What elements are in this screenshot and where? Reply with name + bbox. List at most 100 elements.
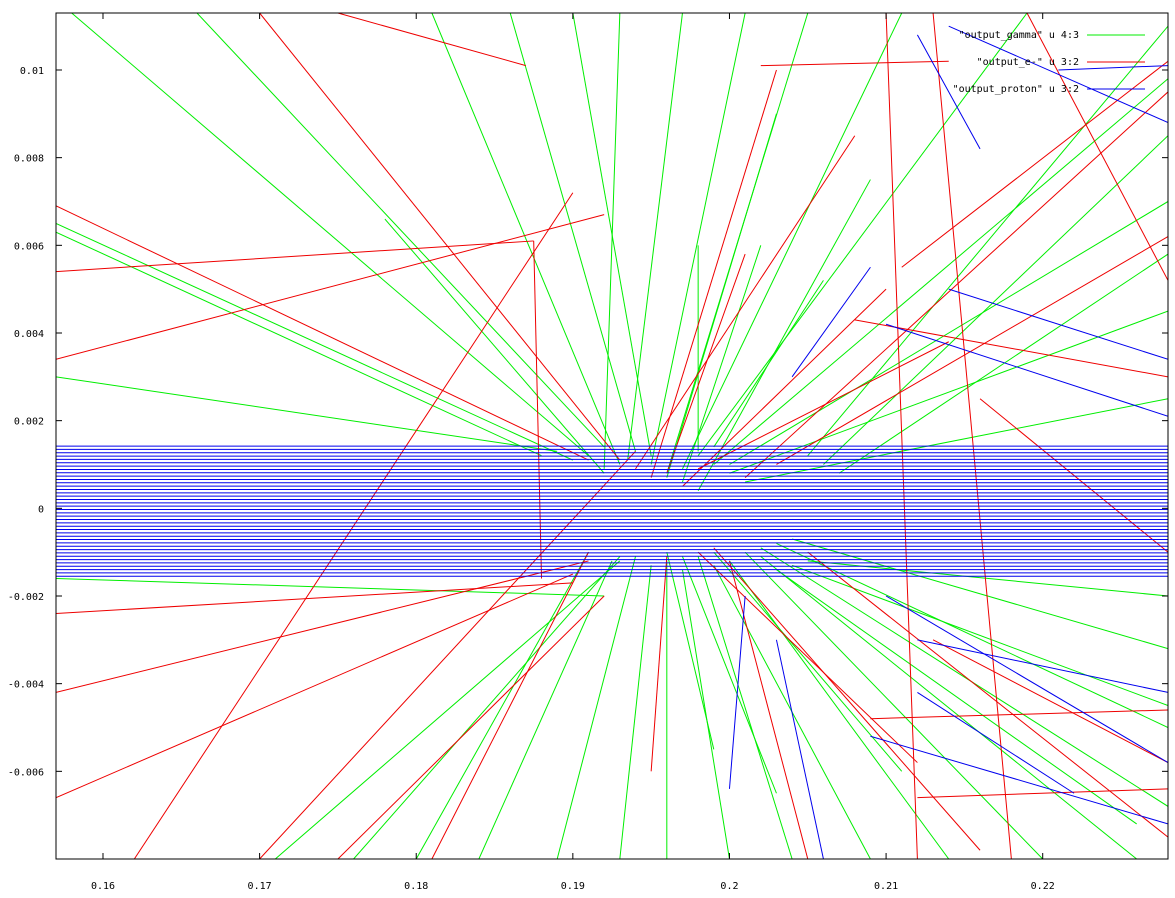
gamma-track [807, 560, 1168, 597]
proton-track [870, 735, 1168, 825]
gamma-track [760, 556, 1137, 859]
electron-track [728, 560, 809, 859]
y-axis: 0.01 0.008 0.006 0.004 0.002 0 -0.002 -0.004 -0.… [8, 66, 1168, 778]
proton-track [885, 323, 1168, 417]
electron-track [259, 13, 621, 461]
electron-track [56, 205, 589, 461]
electron-track [744, 91, 1168, 479]
proton-track [885, 595, 1168, 763]
gamma-track [56, 376, 558, 452]
gamma-track [56, 231, 542, 457]
electron-track [713, 547, 981, 851]
x-tick-label: 0.16 [91, 881, 115, 892]
series-output-proton [56, 25, 1168, 859]
gamma-track [666, 552, 715, 750]
gamma-track [603, 13, 621, 469]
legend-label: "output_gamma" u 4:3 [959, 30, 1079, 41]
gamma-track [353, 556, 621, 859]
gamma-track [196, 13, 605, 448]
proton-track [1058, 65, 1168, 71]
proton-track [775, 639, 824, 859]
gamma-track [744, 551, 1044, 859]
gamma-track [807, 25, 1168, 457]
electron-track [431, 551, 589, 859]
electron-track [932, 13, 1012, 859]
electron-track [932, 639, 1168, 764]
gamma-track [776, 542, 1168, 728]
plot-border [55, 12, 1169, 860]
y-tick-label: -0.006 [8, 767, 44, 778]
gamma-track [697, 179, 871, 492]
x-axis: 0.16 0.17 0.18 0.19 0.2 0.21 0.22 [91, 13, 1055, 892]
y-tick-label: 0.008 [14, 154, 44, 165]
x-tick-label: 0.22 [1031, 881, 1055, 892]
gamma-track [384, 218, 605, 474]
y-tick-label: 0.01 [20, 66, 44, 77]
x-tick-label: 0.21 [874, 881, 898, 892]
gamma-track [791, 538, 1168, 650]
gamma-track [713, 280, 824, 448]
proton-track [916, 34, 981, 150]
y-tick-label: 0.002 [14, 417, 44, 428]
electron-track [56, 240, 534, 273]
y-tick-label: -0.002 [8, 592, 44, 603]
gamma-track [713, 78, 1168, 465]
electron-track [650, 69, 777, 478]
y-tick-label: 0 [38, 504, 44, 515]
proton-track [791, 266, 871, 378]
gamma-track [431, 13, 621, 465]
electron-track [776, 236, 1168, 465]
series-output-electron [56, 13, 1168, 859]
electron-track [697, 551, 918, 763]
legend: "output_gamma" u 4:3 "output_e-" u 3:2 "ou… [953, 30, 1145, 95]
gamma-track [56, 577, 605, 597]
legend-label: "output_proton" u 3:2 [953, 84, 1079, 95]
electron-track [697, 341, 949, 470]
electron-track [56, 582, 573, 615]
gamma-track [681, 569, 730, 859]
gamma-track [509, 13, 636, 452]
x-tick-label: 0.19 [561, 881, 585, 892]
electron-track [901, 60, 1168, 268]
electron-track [917, 788, 1168, 799]
x-tick-label: 0.17 [248, 881, 272, 892]
gamma-track [627, 13, 683, 461]
gamma-track [274, 560, 621, 859]
gamma-track [572, 13, 652, 456]
electron-track [56, 573, 574, 799]
gamma-track [760, 547, 1168, 807]
proton-track [728, 595, 746, 789]
x-tick-label: 0.18 [404, 881, 428, 892]
gamma-track [71, 13, 589, 457]
y-tick-label: 0.004 [14, 329, 44, 340]
gamma-track [682, 245, 762, 483]
gamma-track [697, 556, 793, 859]
gamma-track [682, 556, 777, 794]
gamma-track [619, 565, 652, 859]
gamma-track [666, 113, 777, 478]
y-tick-label: 0.006 [14, 241, 44, 252]
electron-track [1026, 13, 1168, 281]
electron-track [635, 135, 856, 470]
proton-track [917, 639, 1168, 693]
gamma-track [729, 560, 950, 859]
electron-track [760, 60, 949, 67]
gamma-track [650, 13, 746, 465]
electron-track [666, 253, 746, 474]
gamma-track [791, 564, 1168, 707]
electron-track [533, 240, 543, 579]
gamma-track [729, 201, 1168, 465]
electron-track [807, 551, 1168, 838]
gamma-track [556, 556, 636, 859]
electron-track [870, 709, 1168, 720]
gamma-track [682, 13, 903, 470]
legend-label: "output_e-" u 3:2 [977, 57, 1079, 68]
electron-track [682, 288, 887, 487]
proton-track [948, 288, 1168, 360]
gamma-track [697, 13, 1028, 457]
electron-track [650, 556, 668, 772]
electron-track [854, 319, 1168, 378]
gamma-track [415, 551, 589, 859]
gamma-track [745, 398, 1168, 483]
